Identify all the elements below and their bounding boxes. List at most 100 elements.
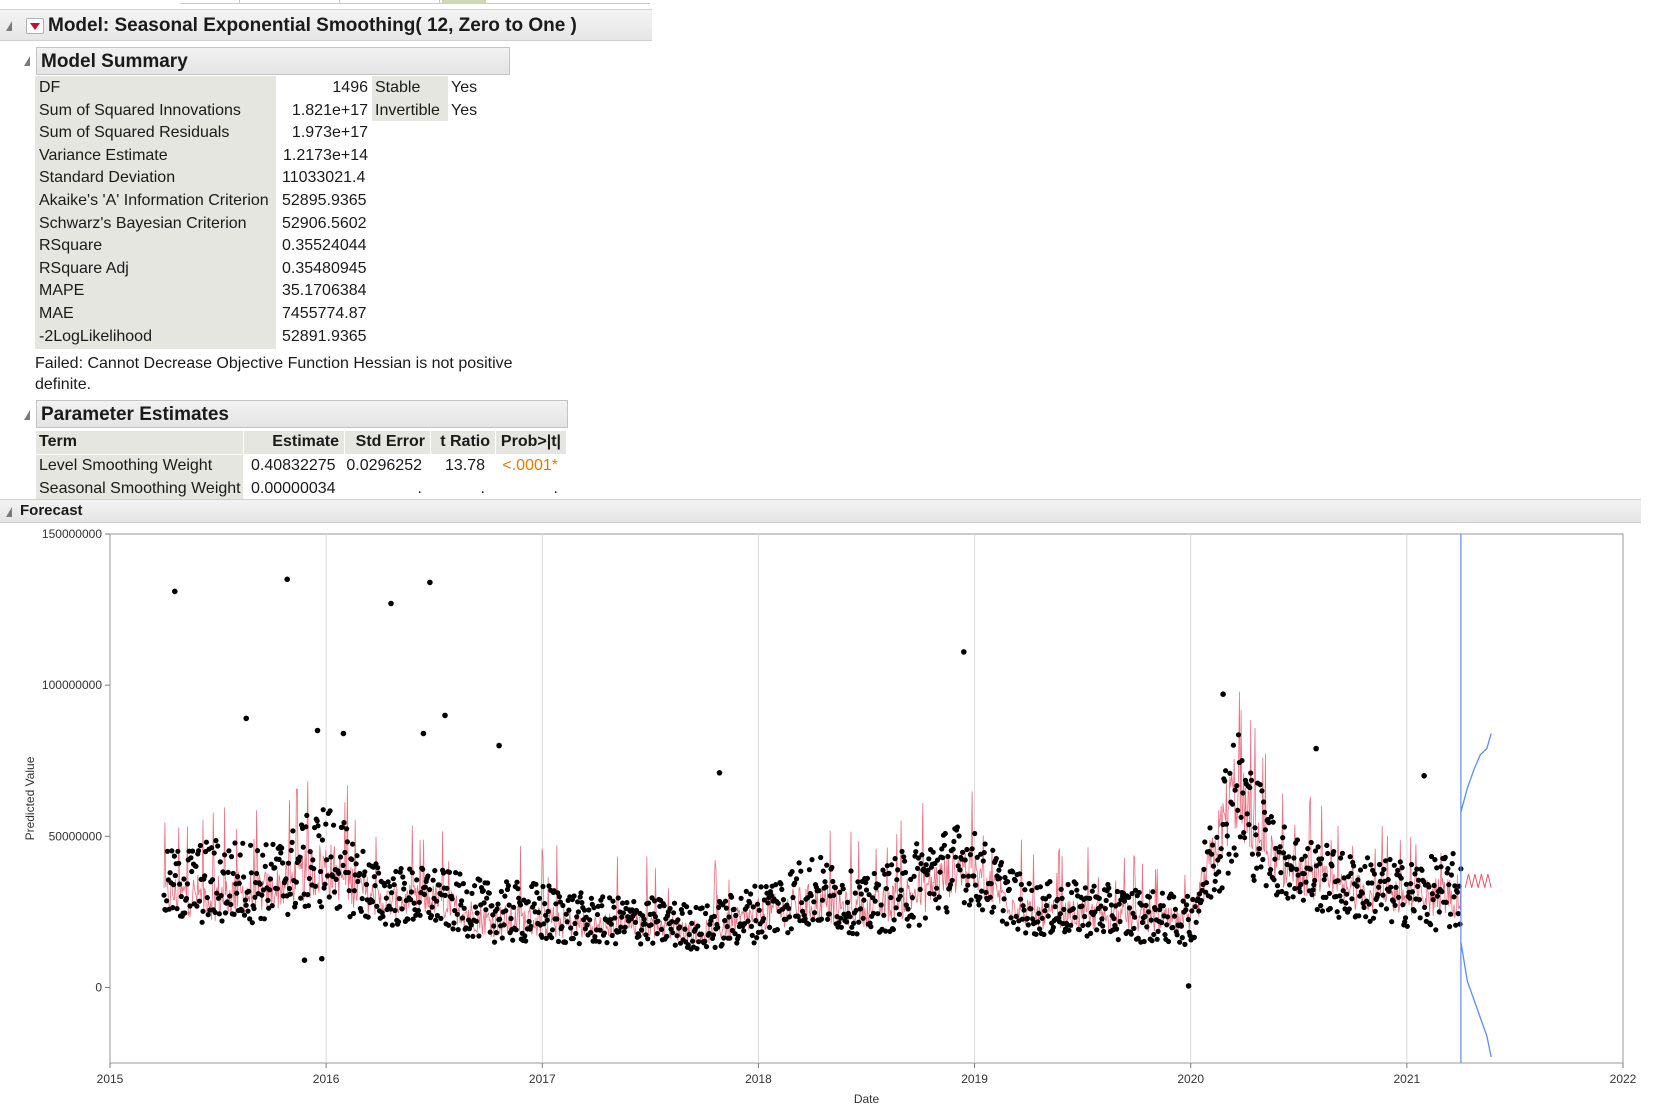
observed-point [719, 941, 725, 947]
observed-point [481, 900, 487, 906]
model-outline-header[interactable]: Model: Seasonal Exponential Smoothing( 1… [0, 9, 652, 41]
pe-cell-term: Seasonal Smoothing Weight [39, 479, 241, 497]
observed-point [926, 856, 932, 862]
observed-point [829, 864, 835, 871]
observed-point [458, 902, 464, 908]
x-tick-label: 2022 [1610, 1072, 1637, 1086]
observed-point [726, 914, 732, 920]
observed-point [1340, 888, 1346, 894]
observed-point [290, 828, 296, 834]
disclosure-triangle-icon[interactable] [6, 21, 12, 31]
observed-point [578, 890, 584, 896]
observed-point [574, 914, 580, 920]
col-std-error-header[interactable]: Std Error [345, 431, 430, 454]
observed-point [405, 916, 411, 922]
observed-point [679, 910, 685, 916]
observed-point [1210, 863, 1217, 869]
disclosure-triangle-icon[interactable] [24, 56, 30, 66]
observed-point [1230, 742, 1236, 748]
observed-point [202, 873, 208, 879]
observed-point [409, 870, 415, 876]
observed-point [933, 897, 939, 903]
observed-point [1321, 877, 1327, 883]
observed-point [1241, 830, 1247, 836]
observed-point [1099, 916, 1105, 922]
observed-point [779, 886, 785, 892]
observed-point [382, 883, 388, 889]
observed-point [247, 916, 253, 922]
observed-point [491, 923, 497, 929]
observed-point [183, 895, 190, 902]
observed-point [1310, 887, 1316, 893]
x-tick-label: 2021 [1394, 1072, 1421, 1086]
observed-point [1247, 785, 1253, 791]
observed-point [1126, 905, 1133, 911]
observed-point [622, 924, 628, 930]
pe-cell-std-error: . [417, 479, 422, 497]
observed-point [209, 877, 216, 883]
observed-point [1191, 934, 1197, 940]
observed-point [1399, 865, 1405, 871]
col-t-ratio-header[interactable]: t Ratio [431, 431, 495, 454]
observed-point [611, 904, 617, 910]
col-term-header[interactable]: Term [36, 431, 243, 454]
observed-point [434, 898, 440, 904]
observed-point [1338, 898, 1345, 904]
observed-point [1415, 883, 1421, 889]
outlier-point [442, 712, 448, 719]
observed-point [1155, 928, 1161, 934]
observed-point [987, 894, 993, 900]
observed-point [658, 926, 665, 932]
observed-point [372, 883, 378, 889]
observed-point [950, 846, 956, 852]
observed-point [763, 884, 769, 890]
observed-point [818, 916, 825, 922]
observed-point [342, 849, 348, 856]
observed-point [1043, 896, 1049, 902]
forecast-outline-header[interactable]: Forecast [0, 499, 1641, 523]
observed-point [449, 896, 455, 902]
x-tick-label: 2016 [313, 1072, 340, 1086]
parameter-estimates-header[interactable]: Parameter Estimates [36, 400, 568, 428]
forecast-lower-bound [1460, 941, 1492, 1058]
disclosure-triangle-icon[interactable] [6, 507, 12, 517]
observed-point [457, 871, 463, 877]
observed-point [1318, 903, 1324, 909]
observed-point [161, 892, 167, 898]
observed-point [1375, 892, 1381, 898]
observed-point [1252, 825, 1258, 831]
col-estimate-header[interactable]: Estimate [244, 431, 344, 454]
observed-point [1017, 871, 1023, 877]
observed-point [1457, 921, 1463, 927]
observed-point [230, 870, 236, 876]
observed-point [1055, 896, 1061, 902]
observed-point [1102, 906, 1108, 912]
observed-point [960, 849, 966, 855]
observed-point [864, 875, 871, 881]
observed-point [945, 853, 951, 860]
observed-point [850, 930, 856, 937]
observed-point [1411, 908, 1417, 914]
observed-point [1180, 898, 1186, 904]
observed-point [1004, 921, 1010, 927]
observed-point [254, 870, 260, 877]
observed-point [1101, 928, 1107, 935]
observed-point [1402, 915, 1409, 921]
observed-point [838, 924, 845, 930]
observed-point [1196, 908, 1202, 914]
observed-point [809, 857, 815, 863]
red-triangle-menu-button[interactable] [26, 18, 44, 34]
observed-point [918, 861, 924, 867]
observed-point [1052, 904, 1058, 910]
observed-point [1253, 832, 1259, 838]
observed-point [1021, 907, 1027, 913]
observed-point [579, 900, 585, 906]
observed-point [241, 912, 248, 918]
observed-point [549, 927, 556, 933]
model-summary-header[interactable]: Model Summary [36, 47, 510, 75]
observed-point [762, 934, 768, 940]
col-prob-header[interactable]: Prob>|t| [496, 431, 566, 454]
observed-point [840, 886, 846, 892]
observed-point [279, 845, 285, 851]
disclosure-triangle-icon[interactable] [24, 410, 30, 420]
